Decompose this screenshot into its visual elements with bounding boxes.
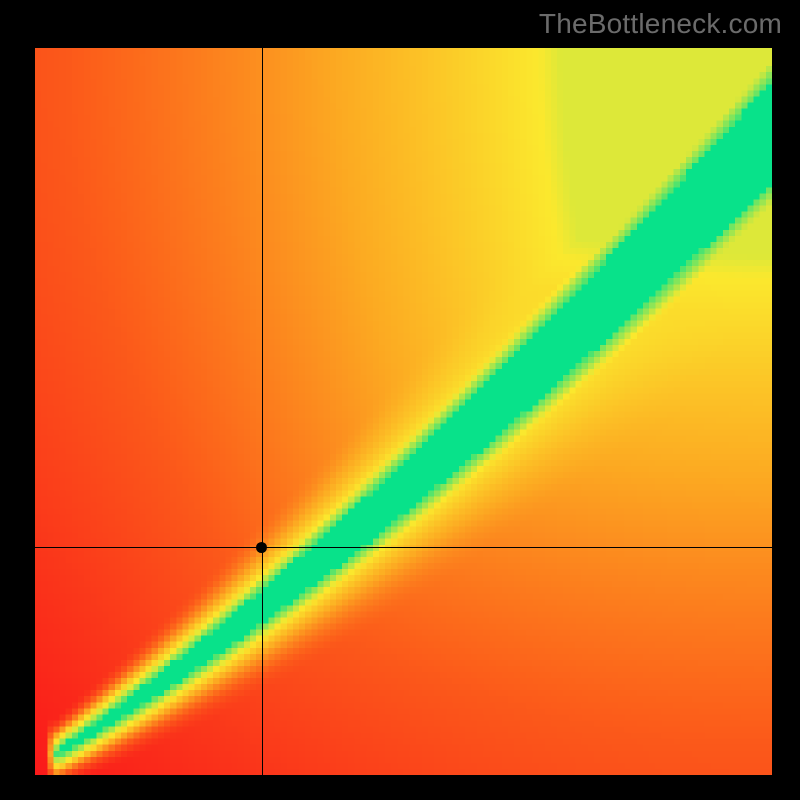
crosshair-vertical bbox=[262, 48, 263, 775]
root: TheBottleneck.com bbox=[0, 0, 800, 800]
watermark-text: TheBottleneck.com bbox=[539, 8, 782, 40]
crosshair-point bbox=[255, 541, 268, 554]
heatmap-canvas bbox=[35, 48, 772, 775]
crosshair-horizontal bbox=[35, 547, 772, 548]
